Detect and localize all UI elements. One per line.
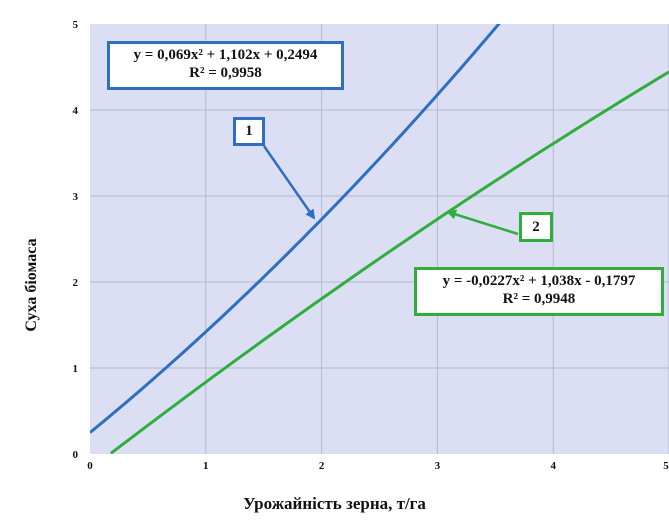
y-tick-label: 2 (73, 277, 79, 289)
x-tick-label: 4 (550, 460, 556, 472)
r2-text-series-1: R² = 0,9958 (189, 65, 262, 81)
x-axis-title: Урожайність зерна, т/га (243, 494, 426, 513)
series-lines (90, 24, 669, 454)
y-tick-label: 3 (73, 191, 79, 203)
series-2-label-box: 2 (519, 212, 553, 242)
x-tick-label: 5 (663, 460, 669, 472)
equation-text-series-1: y = 0,069x² + 1,102x + 0,2494 (133, 47, 318, 63)
tick-labels: 0 1 2 3 4 5 0 1 2 3 4 5 (73, 19, 669, 472)
equation-box-series-1: y = 0,069x² + 1,102x + 0,2494 R² = 0,995… (107, 41, 344, 90)
x-tick-label: 1 (203, 460, 209, 472)
y-tick-label: 5 (73, 19, 79, 31)
series-1-line (90, 24, 501, 434)
y-tick-label: 1 (73, 363, 79, 375)
x-tick-label: 2 (319, 460, 325, 472)
y-tick-label: 0 (73, 449, 79, 461)
equation-box-series-2: y = -0,0227x² + 1,038x - 0,1797 R² = 0,9… (414, 267, 664, 316)
series-1-label-box: 1 (233, 117, 265, 146)
x-tick-label: 3 (435, 460, 441, 472)
y-axis-title: Суха біомаса (23, 238, 40, 332)
series-2-line (109, 70, 669, 454)
callout-arrow-series-1 (262, 145, 316, 220)
x-tick-label: 0 (87, 460, 93, 472)
r2-text-series-2: R² = 0,9948 (502, 291, 576, 307)
plot-background (90, 24, 669, 454)
callout-arrow-series-2 (446, 209, 519, 236)
y-tick-label: 4 (73, 105, 79, 117)
equation-text-series-2: y = -0,0227x² + 1,038x - 0,1797 (442, 273, 636, 289)
